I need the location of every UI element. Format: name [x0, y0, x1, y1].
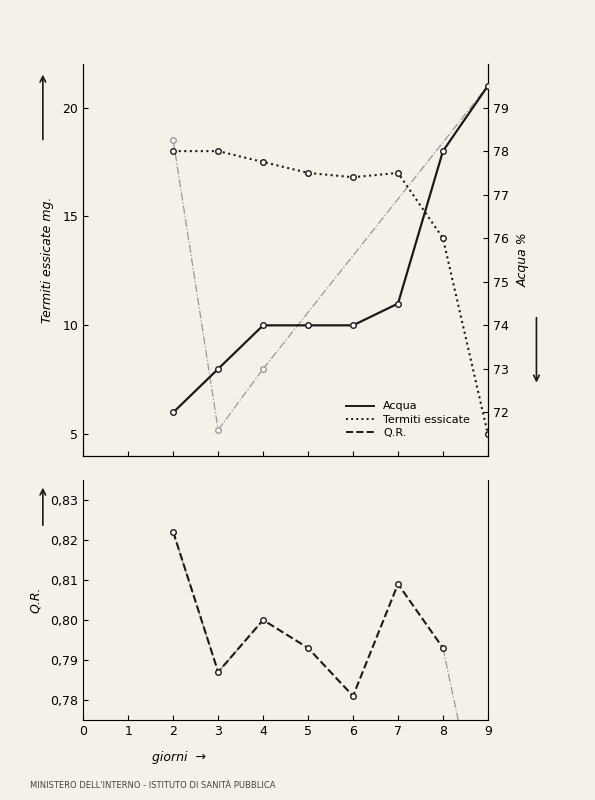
Text: giorni  →: giorni → [152, 750, 206, 764]
Text: MINISTERO DELL'INTERNO - ISTITUTO DI SANITÀ PUBBLICA: MINISTERO DELL'INTERNO - ISTITUTO DI SAN… [30, 781, 275, 790]
Y-axis label: Acqua %: Acqua % [517, 233, 530, 287]
Legend: Acqua, Termiti essicate, Q.R.: Acqua, Termiti essicate, Q.R. [342, 397, 474, 442]
Y-axis label: Termiti essicate mg.: Termiti essicate mg. [41, 197, 54, 323]
Y-axis label: Q.R.: Q.R. [29, 586, 42, 614]
